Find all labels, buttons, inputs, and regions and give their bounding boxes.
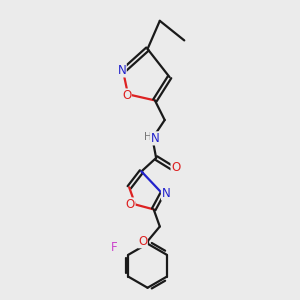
Text: N: N bbox=[118, 64, 126, 77]
Text: N: N bbox=[151, 132, 159, 145]
Text: H: H bbox=[144, 132, 152, 142]
Text: O: O bbox=[171, 161, 180, 174]
Text: O: O bbox=[138, 235, 147, 248]
Text: N: N bbox=[161, 187, 170, 200]
Text: O: O bbox=[126, 198, 135, 211]
Text: O: O bbox=[122, 89, 131, 102]
Text: F: F bbox=[111, 241, 118, 254]
